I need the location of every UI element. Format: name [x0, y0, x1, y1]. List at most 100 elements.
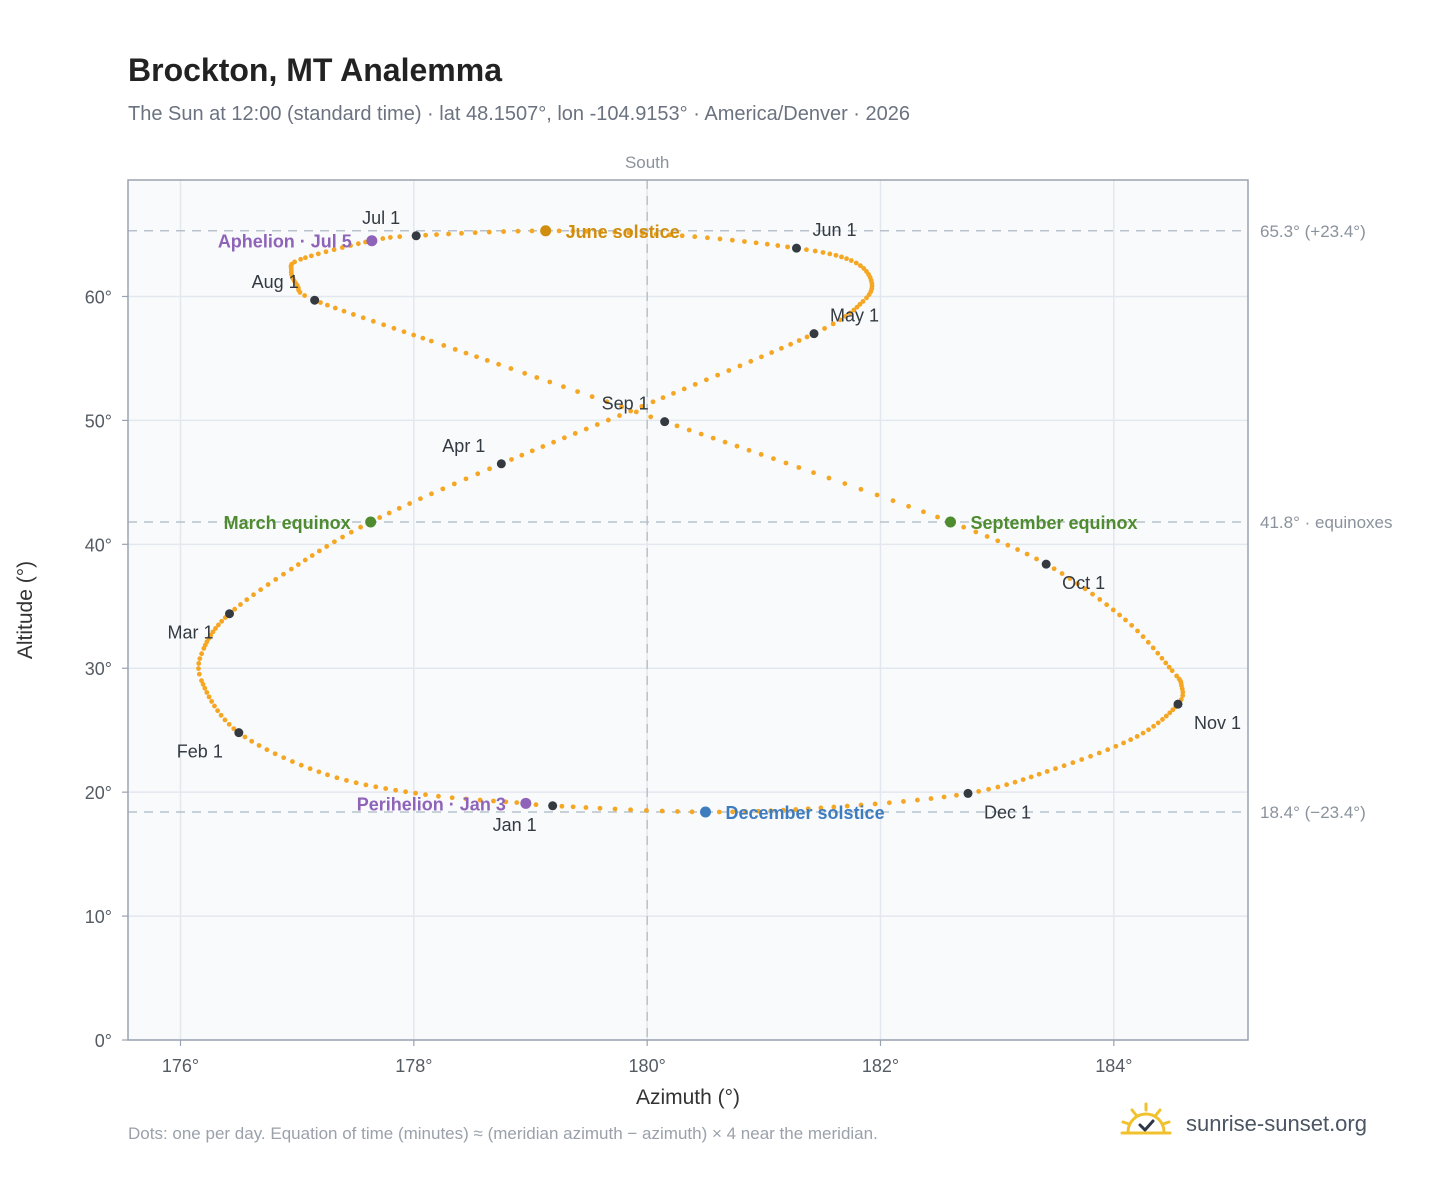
daily-dot	[1082, 586, 1088, 592]
daily-dot	[666, 232, 672, 238]
daily-dot	[729, 237, 735, 243]
daily-dot	[222, 717, 228, 723]
daily-dot	[355, 241, 361, 247]
month-marker-label: Oct 1	[1062, 573, 1105, 593]
daily-dot	[350, 312, 356, 317]
daily-dot	[344, 777, 349, 783]
daily-dot	[844, 256, 849, 262]
daily-dot	[710, 435, 716, 441]
brand[interactable]: sunrise-sunset.org	[1120, 1102, 1367, 1146]
daily-dot	[705, 235, 710, 241]
daily-dot	[796, 338, 802, 343]
daily-dot	[196, 661, 202, 666]
daily-dot	[340, 534, 345, 540]
daily-dot	[901, 799, 906, 804]
plot-area	[128, 180, 1248, 1040]
daily-dot	[418, 496, 423, 502]
daily-dot	[758, 452, 764, 457]
daily-dot	[533, 802, 539, 808]
daily-dot	[674, 423, 680, 429]
daily-dot	[874, 492, 880, 498]
daily-dot	[976, 789, 982, 794]
daily-dot	[281, 755, 287, 761]
daily-dot	[597, 805, 603, 811]
daily-dot	[251, 592, 256, 598]
reference-lines: 65.3° (+23.4°) 41.8° · equinoxes 18.4° (−2…	[128, 222, 1393, 822]
daily-dot	[556, 228, 562, 234]
month-marker-dot	[411, 231, 421, 241]
daily-dot	[604, 399, 610, 405]
daily-dot	[1159, 655, 1165, 661]
daily-dot	[325, 772, 330, 778]
daily-dot	[886, 800, 892, 806]
daily-dot	[686, 427, 692, 433]
daily-dot	[648, 414, 654, 420]
daily-dot	[839, 254, 844, 260]
daily-dot	[612, 806, 618, 812]
daily-dot	[348, 529, 354, 535]
month-marker-dot	[660, 417, 670, 427]
daily-dot	[487, 466, 492, 472]
brand-name[interactable]: sunrise-sunset.org	[1186, 1111, 1367, 1136]
event-dot	[366, 235, 378, 247]
daily-dot	[726, 368, 732, 373]
daily-dot	[196, 666, 201, 671]
daily-dot	[746, 447, 752, 453]
y-tick-label: 20°	[85, 783, 112, 803]
daily-dot	[1129, 622, 1135, 628]
daily-dot	[820, 250, 826, 255]
daily-dot	[509, 457, 514, 462]
month-marker-dot	[234, 728, 244, 738]
daily-dot	[323, 249, 329, 255]
daily-dot	[619, 404, 625, 410]
daily-dot	[941, 794, 947, 800]
daily-dot	[290, 759, 295, 764]
plot-frame	[127, 179, 1249, 1041]
daily-dot	[804, 334, 810, 340]
daily-dot	[213, 626, 218, 631]
y-tick-label: 10°	[85, 907, 112, 927]
daily-dot	[302, 557, 308, 563]
y-tick-label: 0°	[95, 1031, 112, 1051]
month-marker-label: Jul 1	[362, 208, 400, 228]
reference-line-label: 41.8° · equinoxes	[1260, 513, 1393, 532]
daily-dot	[244, 597, 250, 603]
daily-dot	[420, 335, 426, 341]
daily-dot	[984, 534, 990, 539]
daily-dot	[360, 315, 366, 321]
daily-dot	[496, 361, 501, 367]
daily-dot	[598, 229, 604, 235]
daily-dot	[796, 465, 802, 470]
month-marker-dot	[963, 788, 973, 798]
daily-dot	[423, 792, 428, 798]
daily-dot	[1020, 777, 1026, 783]
daily-dot	[514, 800, 520, 806]
daily-dot	[626, 230, 632, 236]
daily-dot	[861, 266, 867, 271]
daily-dot	[298, 256, 304, 262]
daily-dot	[1012, 779, 1018, 785]
daily-dot	[196, 671, 202, 677]
daily-dot	[583, 426, 589, 432]
daily-dot	[847, 310, 853, 316]
daily-dot	[215, 708, 221, 714]
y-tick-label: 60°	[85, 287, 112, 307]
meridian-label: South	[625, 153, 669, 172]
daily-dot	[383, 786, 389, 791]
daily-dot	[842, 481, 848, 487]
daily-dot	[551, 439, 556, 445]
daily-dot	[200, 681, 206, 687]
daily-dot	[540, 444, 546, 449]
daily-dot	[1005, 542, 1011, 548]
daily-dot	[1024, 551, 1030, 557]
daily-dot	[722, 439, 728, 445]
daily-dot	[755, 808, 761, 814]
daily-dot	[209, 699, 215, 704]
daily-dot	[906, 503, 911, 509]
daily-dot	[1059, 571, 1065, 576]
daily-dot	[1090, 591, 1095, 597]
daily-dot	[316, 548, 322, 554]
daily-dot	[1097, 597, 1103, 602]
daily-dot	[1079, 757, 1085, 762]
daily-dot	[1121, 740, 1126, 746]
